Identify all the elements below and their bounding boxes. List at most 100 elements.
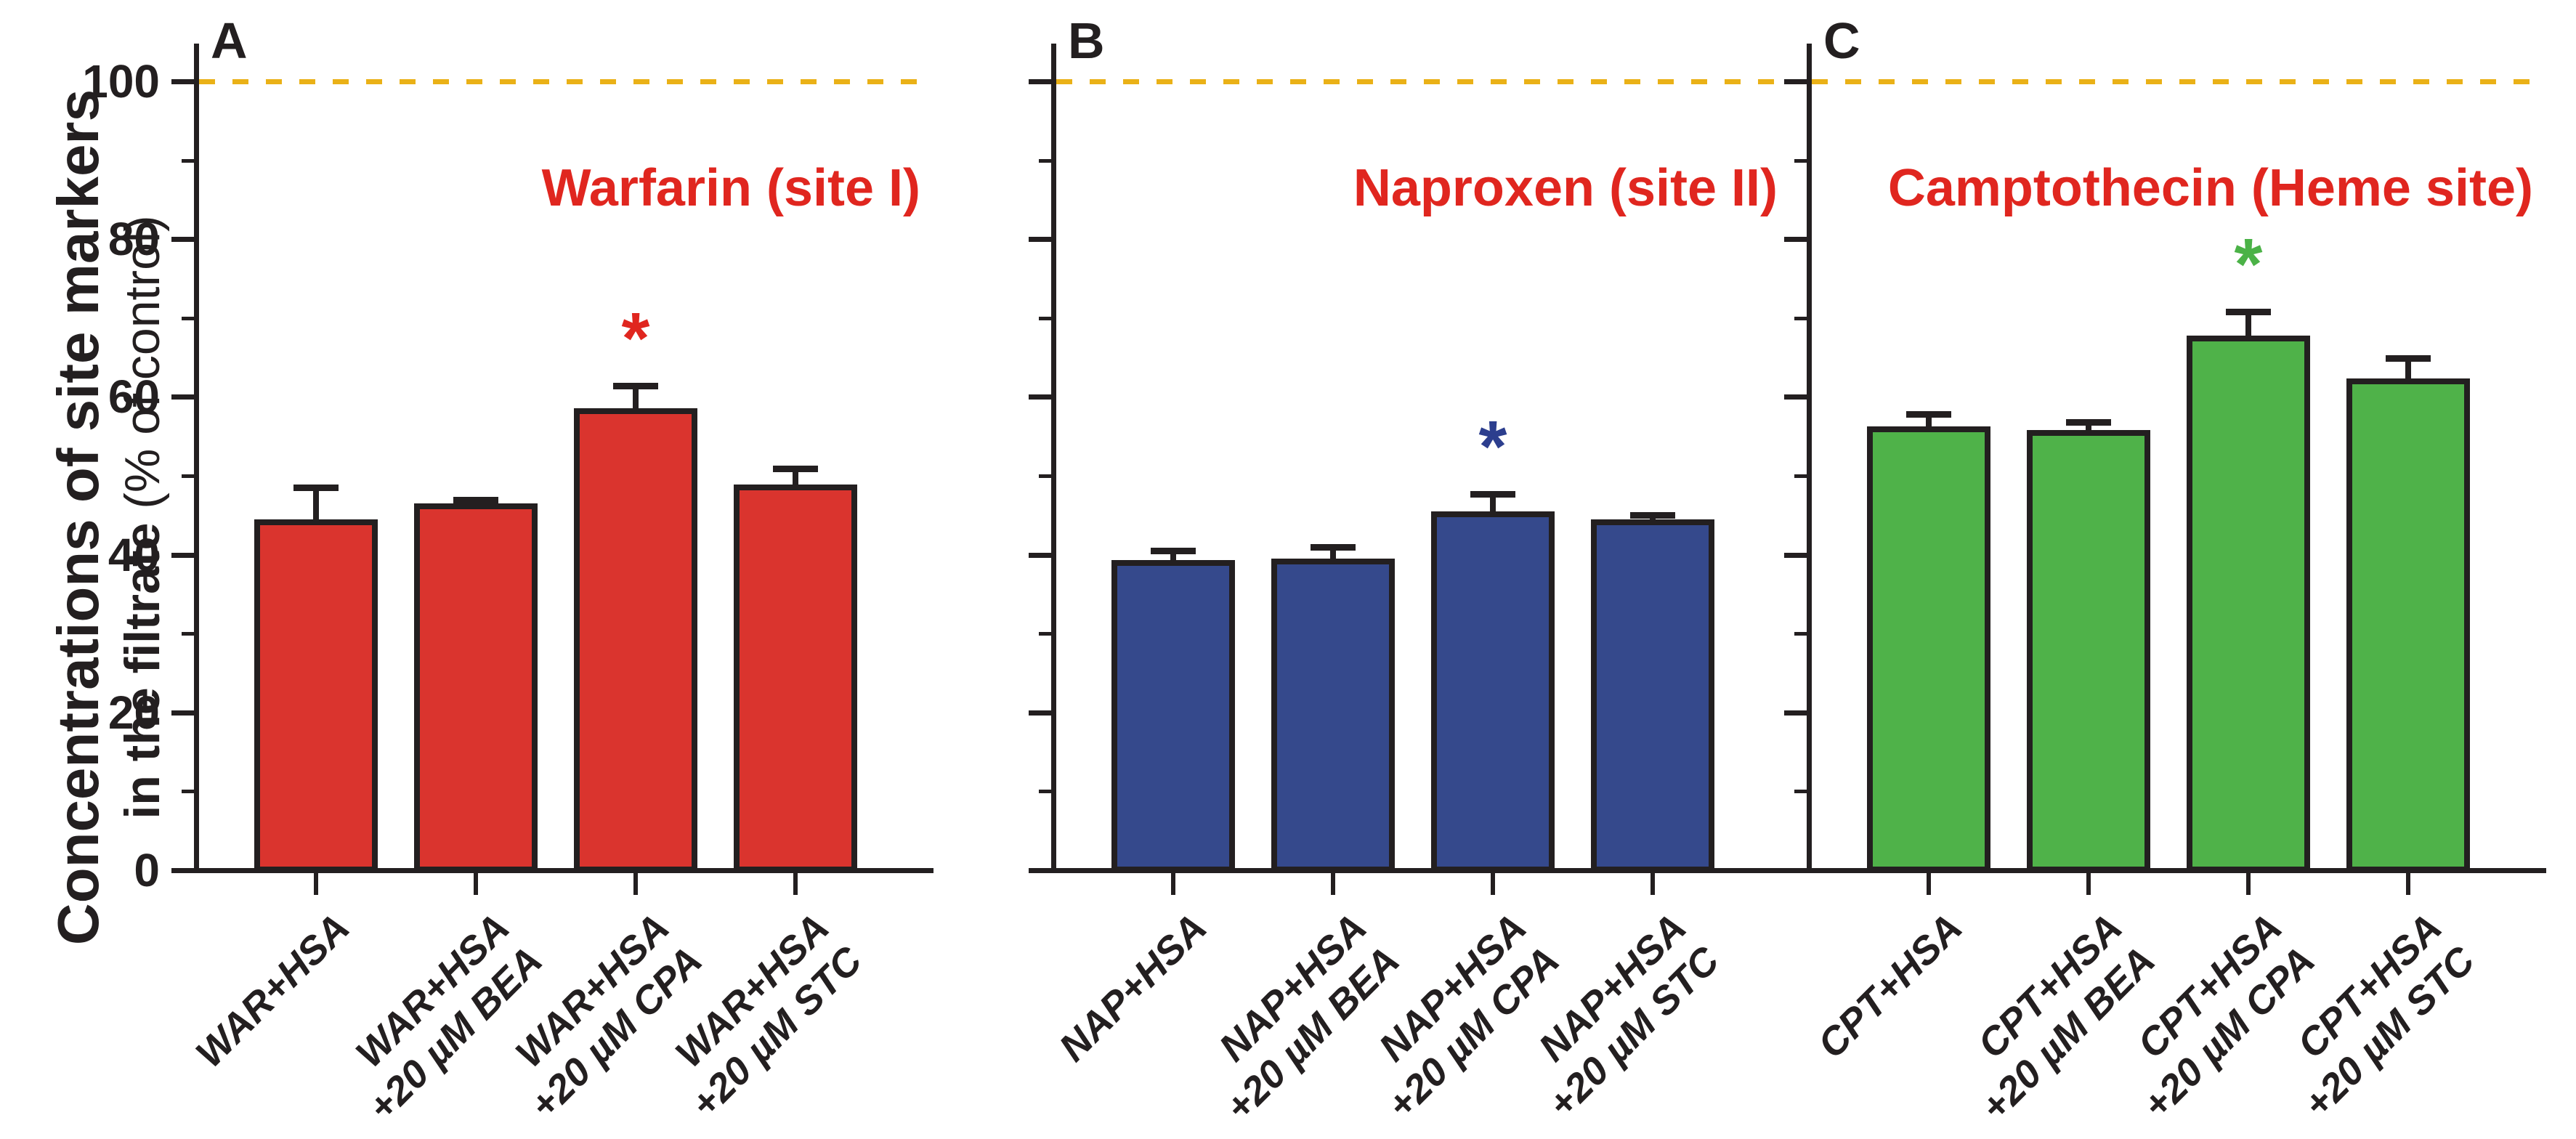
bar [574,408,697,872]
significance-asterisk: * [1478,405,1507,487]
y-major-tick [1029,394,1053,400]
x-tick-label: CPT+HSA +20 µM CPA [2101,905,2325,1129]
error-bar-whisker [2086,422,2091,430]
panel-letter: C [1823,12,1860,69]
bar [1111,560,1235,872]
bar [414,503,538,872]
bar [1591,519,1714,872]
significance-asterisk: * [2234,224,2263,306]
error-bar-cap [293,485,339,492]
x-tick [633,873,638,895]
bar [1431,511,1555,872]
x-tick-label-line1: NAP+HSA [1051,905,1216,1070]
x-tick-label: NAP+HSA [1050,905,1217,1071]
x-tick [474,873,478,895]
y-axis [1807,44,1812,873]
y-minor-tick [1794,316,1809,320]
y-minor-tick [1794,474,1809,478]
y-major-tick [171,79,196,84]
reference-line [1056,79,1788,84]
y-major-tick [1784,868,1809,873]
y-minor-tick [1794,158,1809,163]
y-major-tick [1029,552,1053,558]
x-tick-label-line1: CPT+HSA [1810,905,1972,1067]
reference-line [199,79,931,84]
y-major-tick [1784,237,1809,243]
y-major-tick [1784,710,1809,716]
error-bar-whisker [1926,414,1932,426]
x-tick-label: CPT+HSA [1810,905,1972,1068]
x-tick-label: WAR+HSA +20 µM STC [649,905,872,1127]
error-bar-cap [773,466,818,473]
x-tick [2086,873,2091,895]
y-major-tick [1029,868,1053,873]
error-bar-whisker [313,487,319,519]
x-tick-label: NAP+HSA +20 µM CPA [1345,905,1569,1129]
y-tick-label: 40 [108,528,160,581]
y-minor-tick [1039,790,1053,794]
x-tick-label: NAP+HSA +20 µM STC [1507,905,1729,1127]
error-bar-whisker [1330,546,1336,559]
y-minor-tick [182,158,196,163]
x-tick [1927,873,1931,895]
x-tick [1171,873,1175,895]
error-bar-cap [1470,490,1515,498]
y-major-tick [171,237,196,243]
y-minor-tick [182,474,196,478]
y-major-tick [1784,552,1809,558]
bar [2346,378,2470,872]
y-minor-tick [1039,158,1053,163]
x-tick-label: CPT+HSA +20 µM BEA [1940,905,2166,1131]
bar [254,519,378,872]
y-minor-tick [182,316,196,320]
significance-asterisk: * [621,298,650,380]
error-bar-whisker [633,386,639,408]
x-axis [1807,868,2546,873]
error-bar-cap [1311,543,1356,551]
y-major-tick [171,868,196,873]
bar [2027,430,2150,872]
error-bar-cap [2386,355,2431,362]
error-bar-cap [613,383,658,390]
x-axis [194,868,933,873]
y-minor-tick [1039,316,1053,320]
x-tick-label: CPT+HSA +20 µM STC [2262,905,2484,1127]
bar [2187,335,2310,872]
x-tick-label: WAR+HSA +20 µM BEA [327,905,553,1131]
y-minor-tick [1794,790,1809,794]
y-axis [194,44,199,873]
y-major-tick [1029,79,1053,84]
panel-letter: B [1068,12,1105,69]
bar [734,484,857,872]
panel-letter: A [211,12,248,69]
y-major-tick [171,394,196,400]
error-bar-cap [453,496,498,503]
x-axis [1051,868,1791,873]
y-tick-label: 60 [108,370,160,423]
error-bar-cap [2226,309,2271,316]
error-bar-whisker [793,469,798,485]
error-bar-whisker [2245,312,2251,336]
y-minor-tick [182,632,196,636]
x-tick [1650,873,1655,895]
error-bar-cap [2066,419,2111,426]
y-major-tick [1029,237,1053,243]
y-tick-label: 100 [82,55,160,108]
error-bar-whisker [2405,358,2411,379]
x-tick-label-line1: WAR+HSA [187,905,359,1077]
y-major-tick [1029,710,1053,716]
panel-title: Camptothecin (Heme site) [1887,159,2533,217]
y-axis [1051,44,1056,873]
y-minor-tick [1039,474,1053,478]
y-major-tick [171,552,196,558]
y-major-tick [171,710,196,716]
x-tick-label: NAP+HSA +20 µM BEA [1184,905,1410,1131]
y-minor-tick [1039,632,1053,636]
panel-title: Warfarin (site I) [541,159,920,217]
error-bar-whisker [1170,551,1176,561]
panel-title: Naproxen (site II) [1353,159,1778,217]
error-bar-cap [1906,411,1951,418]
y-major-tick [1784,394,1809,400]
y-major-tick [1784,79,1809,84]
